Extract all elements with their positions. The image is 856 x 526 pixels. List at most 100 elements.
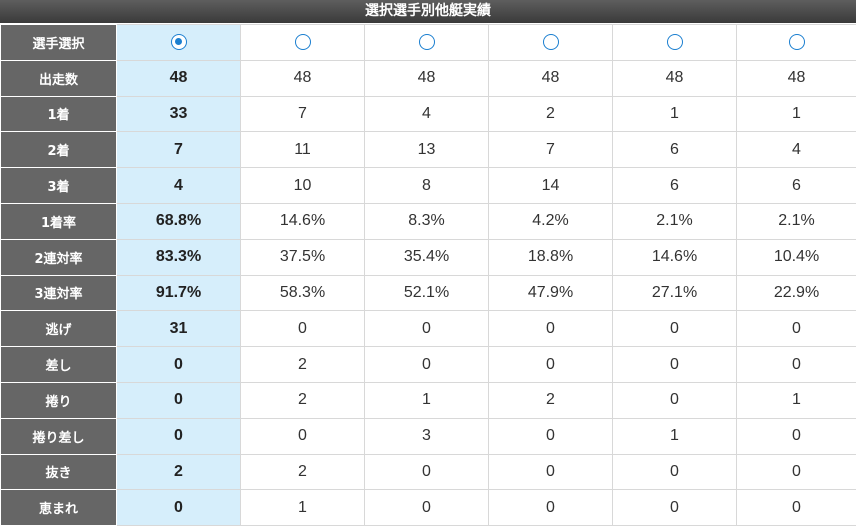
stat-cell: 0 [613,382,737,418]
player-radio-button[interactable] [789,34,805,50]
row-label: 捲り差し [1,418,117,454]
row-label: 恵まれ [1,490,117,526]
stat-cell: 2 [241,454,365,490]
player-select-cell[interactable] [241,25,365,61]
player-radio-button[interactable] [419,34,435,50]
stat-cell: 1 [241,490,365,526]
player-select-cell[interactable] [489,25,613,61]
player-select-cell[interactable] [613,25,737,61]
stat-cell: 35.4% [365,239,489,275]
stat-cell: 48 [613,60,737,96]
stat-cell: 0 [737,490,856,526]
stat-cell: 0 [737,347,856,383]
player-radio-button[interactable] [171,34,187,50]
player-radio-button[interactable] [295,34,311,50]
stat-cell: 48 [241,60,365,96]
stat-cell: 1 [613,96,737,132]
stat-cell: 0 [737,454,856,490]
stat-cell: 6 [613,132,737,168]
stat-cell: 14.6% [613,239,737,275]
stat-cell: 48 [489,60,613,96]
stat-cell: 4 [117,168,241,204]
stat-cell: 18.8% [489,239,613,275]
stat-cell: 0 [737,418,856,454]
stat-cell: 0 [489,454,613,490]
stat-cell: 0 [737,311,856,347]
stat-cell: 0 [365,347,489,383]
stat-cell: 48 [737,60,856,96]
stat-cell: 6 [737,168,856,204]
stat-cell: 14 [489,168,613,204]
row-label: 3連対率 [1,275,117,311]
stat-cell: 2 [241,382,365,418]
stat-cell: 2 [117,454,241,490]
row-label: 差し [1,347,117,383]
stat-cell: 0 [489,347,613,383]
stat-cell: 48 [365,60,489,96]
row-label: 選手選択 [1,25,117,61]
stat-cell: 47.9% [489,275,613,311]
stat-cell: 1 [365,382,489,418]
stat-cell: 37.5% [241,239,365,275]
stat-cell: 7 [241,96,365,132]
stat-cell: 0 [241,418,365,454]
stat-cell: 2.1% [613,203,737,239]
stat-cell: 0 [365,311,489,347]
player-select-row: 選手選択 [1,25,856,61]
stat-cell: 33 [117,96,241,132]
stat-cell: 2 [489,96,613,132]
panel-title: 選択選手別他艇実績 [0,0,856,24]
stat-cell: 0 [489,418,613,454]
stat-cell: 0 [117,490,241,526]
stat-cell: 0 [117,347,241,383]
stat-cell: 4.2% [489,203,613,239]
stat-cell: 8.3% [365,203,489,239]
row-label: 3着 [1,168,117,204]
player-select-cell[interactable] [117,25,241,61]
row-label: 2着 [1,132,117,168]
stat-cell: 8 [365,168,489,204]
stat-cell: 22.9% [737,275,856,311]
stat-cell: 48 [117,60,241,96]
stat-cell: 14.6% [241,203,365,239]
stat-cell: 4 [365,96,489,132]
stat-cell: 0 [365,490,489,526]
stat-cell: 7 [489,132,613,168]
stat-cell: 91.7% [117,275,241,311]
stat-cell: 3 [365,418,489,454]
stat-cell: 0 [489,490,613,526]
stat-cell: 10.4% [737,239,856,275]
player-radio-button[interactable] [543,34,559,50]
stat-cell: 7 [117,132,241,168]
stat-cell: 0 [241,311,365,347]
stat-cell: 1 [737,382,856,418]
stat-cell: 0 [613,490,737,526]
player-select-cell[interactable] [365,25,489,61]
row-label: 出走数 [1,60,117,96]
row-label: 抜き [1,454,117,490]
player-radio-button[interactable] [667,34,683,50]
stat-cell: 4 [737,132,856,168]
row-label: 1着 [1,96,117,132]
stat-cell: 6 [613,168,737,204]
row-label: 捲り [1,382,117,418]
stat-cell: 68.8% [117,203,241,239]
player-select-cell[interactable] [737,25,856,61]
stat-cell: 1 [613,418,737,454]
stat-cell: 0 [365,454,489,490]
stat-cell: 10 [241,168,365,204]
